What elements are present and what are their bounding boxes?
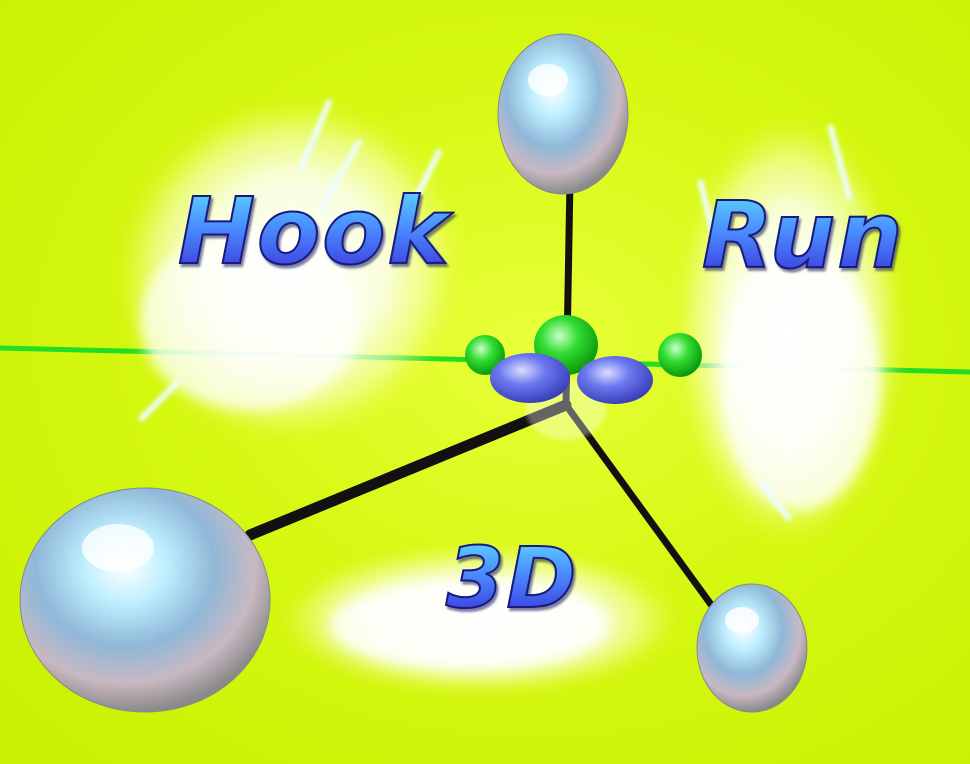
three-d-cloud-glow xyxy=(280,545,680,695)
right-sphere-handle[interactable] xyxy=(696,583,808,713)
arm-left xyxy=(244,399,572,541)
top-sphere-handle[interactable] xyxy=(497,33,629,195)
arm-right xyxy=(562,401,719,614)
axis-gizmo-icon xyxy=(465,315,702,440)
hook-option[interactable]: Hook xyxy=(177,178,451,285)
run-option[interactable]: Run xyxy=(701,182,905,289)
three-d-option[interactable]: 3D xyxy=(445,529,579,627)
left-sphere-handle[interactable] xyxy=(19,487,271,713)
hook-cloud-glow xyxy=(116,98,464,442)
run-cloud-glow xyxy=(675,115,905,545)
